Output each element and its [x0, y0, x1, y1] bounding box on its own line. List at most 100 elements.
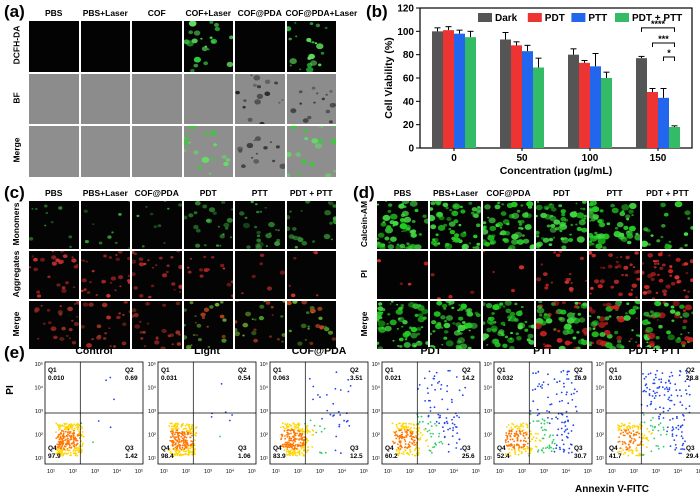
quadrant-label: Q2 — [462, 367, 471, 374]
event-dot — [644, 384, 647, 387]
event-dot — [664, 388, 666, 390]
plot-title: Control — [75, 345, 112, 357]
event-dot — [538, 439, 541, 442]
micrograph-tile — [430, 301, 481, 349]
event-dot — [429, 406, 432, 409]
event-dot — [403, 427, 406, 430]
event-dot — [171, 443, 174, 446]
event-dot — [80, 425, 83, 428]
event-dot — [422, 420, 424, 423]
event-dot — [511, 422, 513, 425]
event-dot — [287, 441, 290, 444]
event-dot — [411, 442, 414, 445]
micrograph-tile — [80, 301, 130, 349]
event-dot — [658, 378, 660, 381]
event-dot — [288, 435, 291, 438]
event-dot — [288, 438, 291, 440]
event-dot — [189, 429, 192, 432]
event-dot — [520, 452, 523, 455]
event-dot — [539, 385, 542, 388]
event-dot — [525, 440, 527, 443]
event-dot — [186, 443, 189, 446]
event-dot — [285, 453, 288, 456]
micrograph-tile — [183, 21, 233, 72]
event-dot — [513, 447, 516, 450]
event-dot — [659, 413, 662, 416]
event-dot — [685, 389, 687, 391]
event-dot — [425, 440, 427, 442]
event-dot — [64, 452, 66, 455]
bar — [511, 45, 522, 149]
event-dot — [181, 433, 183, 436]
y-tick-label: 10² — [260, 433, 268, 439]
quadrant-value: 83.9 — [273, 453, 286, 460]
event-dot — [401, 452, 403, 455]
event-dot — [59, 424, 62, 427]
event-dot — [183, 447, 186, 450]
event-dot — [559, 448, 561, 451]
event-dot — [638, 444, 640, 446]
event-dot — [557, 428, 560, 431]
event-dot — [652, 390, 655, 393]
event-dot — [446, 385, 449, 387]
cell-viability-bar-chart: 0 20 40 60 80 100 120 0 50 100 150 Concentration (μ… — [383, 4, 693, 177]
x-tick-label: 10² — [182, 469, 190, 475]
event-dot — [349, 385, 352, 387]
micrograph-tile — [29, 301, 79, 349]
y-tick-label: 10¹ — [148, 456, 156, 462]
event-dot — [564, 429, 567, 431]
column-header: COF@PDA — [134, 188, 179, 198]
event-dot — [167, 449, 170, 451]
micrograph-tile — [377, 251, 428, 299]
event-dot — [671, 374, 674, 377]
event-dot — [451, 401, 453, 403]
event-dot — [535, 437, 538, 439]
quadrant-label: Q3 — [350, 445, 359, 452]
significance-bracket — [652, 42, 675, 47]
event-dot — [529, 432, 532, 435]
column-header: PBS+Laser — [82, 188, 128, 198]
event-dot — [628, 443, 630, 446]
event-dot — [345, 420, 348, 423]
event-dot — [418, 384, 421, 386]
event-dot — [323, 427, 326, 430]
event-dot — [170, 428, 173, 430]
event-dot — [518, 428, 521, 430]
x-tick-label: 10⁴ — [674, 468, 683, 475]
event-dot — [676, 417, 678, 420]
micrograph-tile — [483, 301, 534, 349]
event-dot — [509, 438, 512, 441]
event-dot — [661, 372, 664, 374]
event-dot — [681, 448, 684, 450]
event-dot — [401, 424, 404, 427]
event-dot — [78, 449, 81, 452]
event-dot — [534, 445, 537, 448]
event-dot — [618, 450, 621, 453]
event-dot — [55, 431, 57, 434]
event-dot — [427, 445, 429, 448]
event-dot — [61, 445, 64, 447]
event-dot — [515, 430, 518, 433]
event-dot — [519, 425, 522, 428]
event-dot — [70, 438, 73, 441]
event-dot — [526, 425, 529, 427]
x-tick-label: 10⁴ — [562, 468, 571, 475]
event-dot — [92, 441, 94, 444]
event-dot — [548, 444, 551, 447]
event-dot — [57, 441, 60, 443]
event-dot — [191, 423, 194, 426]
event-dot — [292, 454, 294, 457]
event-dot — [522, 432, 525, 435]
event-dot — [684, 380, 687, 383]
event-dot — [74, 449, 77, 452]
event-dot — [69, 431, 72, 433]
event-dot — [438, 422, 440, 425]
event-dot — [508, 448, 510, 450]
event-dot — [296, 451, 299, 454]
event-dot — [219, 435, 221, 438]
event-dot — [299, 441, 302, 444]
event-dot — [56, 423, 59, 426]
event-dot — [113, 398, 115, 401]
event-dot — [301, 452, 303, 454]
event-dot — [635, 449, 638, 452]
